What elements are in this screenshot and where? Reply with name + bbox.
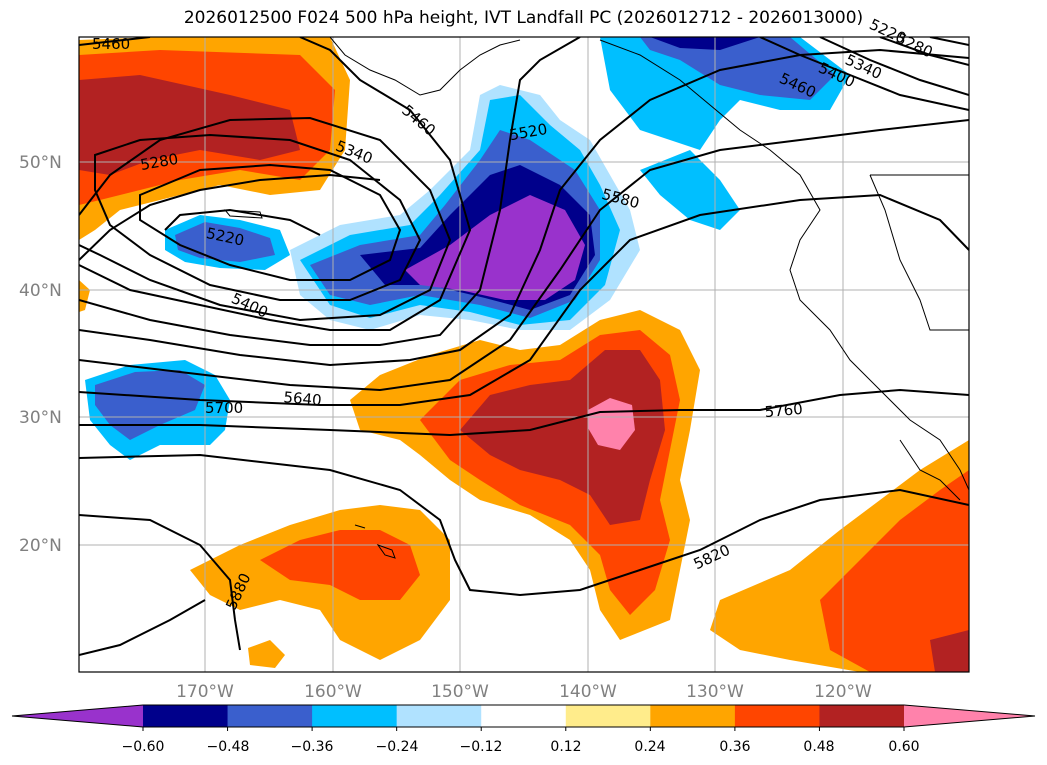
colorbar-extend-low — [12, 705, 143, 727]
positive-anomaly-northwest-max — [79, 75, 300, 175]
lon-label: 140°W — [559, 682, 617, 702]
positive-anomaly-southeast-max — [930, 630, 969, 672]
negative-anomaly-west-core — [95, 370, 205, 440]
colorbar-tick-label: −0.48 — [207, 739, 250, 755]
lat-label: 50°N — [19, 153, 62, 173]
lat-labels: 50°N 40°N 30°N 20°N — [19, 153, 62, 556]
lat-label: 40°N — [19, 281, 62, 301]
lon-label: 160°W — [304, 682, 362, 702]
plot-border — [78, 36, 970, 673]
colorbar-tick-label: 0.12 — [550, 739, 581, 755]
contour-label: 5640 — [283, 388, 323, 409]
colorbar-tick-label: 0.48 — [803, 739, 834, 755]
positive-anomaly-southeast-core — [820, 470, 969, 672]
lat-label: 20°N — [19, 536, 62, 556]
colorbar-tick-labels: −0.60 −0.48 −0.36 −0.24 −0.12 0.12 0.24 … — [122, 739, 920, 755]
colorbar-tick-label: −0.36 — [291, 739, 334, 755]
colorbar-segment — [819, 705, 905, 727]
height-contours — [79, 37, 969, 656]
negative-anomaly-alaska-max — [650, 37, 760, 50]
colorbar-extend-high — [904, 705, 1035, 727]
colorbar-segment — [650, 705, 736, 727]
negative-anomaly-central-max — [405, 195, 585, 300]
colorbar-segment — [565, 705, 651, 727]
colorbar-segment — [143, 705, 229, 727]
coastlines — [223, 37, 969, 559]
lon-label: 170°W — [176, 682, 234, 702]
contour-label: 5460 — [92, 35, 130, 53]
colorbar-tick-label: 0.24 — [634, 739, 665, 755]
colorbar-tick-label: −0.60 — [122, 739, 165, 755]
lon-label: 150°W — [431, 682, 489, 702]
colorbar-segment — [734, 705, 820, 727]
lat-label: 30°N — [19, 408, 62, 428]
colorbar-tick-label: −0.24 — [376, 739, 419, 755]
colorbar-segment — [227, 705, 313, 727]
positive-anomaly-west-edge — [79, 280, 90, 312]
positive-anomaly-small-south — [248, 640, 285, 668]
colorbar — [11, 704, 1036, 731]
graticule — [79, 37, 969, 672]
colorbar-segment — [396, 705, 482, 727]
colorbar-segment — [481, 705, 567, 727]
colorbar-tick-label: −0.12 — [460, 739, 503, 755]
positive-anomaly-central-strong — [460, 350, 665, 525]
lon-labels: 170°W 160°W 150°W 140°W 130°W 120°W — [176, 682, 872, 702]
colorbar-tick-label: 0.36 — [719, 739, 750, 755]
lon-label: 120°W — [814, 682, 872, 702]
contour-label: 5700 — [205, 399, 243, 417]
colorbar-segment — [312, 705, 398, 727]
negative-anomaly-alaska-core — [640, 37, 835, 100]
lon-label: 130°W — [686, 682, 744, 702]
contour-label: 5760 — [764, 400, 804, 421]
colorbar-tick-label: 0.60 — [888, 739, 919, 755]
map-title: 2026012500 F024 500 hPa height, IVT Land… — [183, 8, 864, 28]
